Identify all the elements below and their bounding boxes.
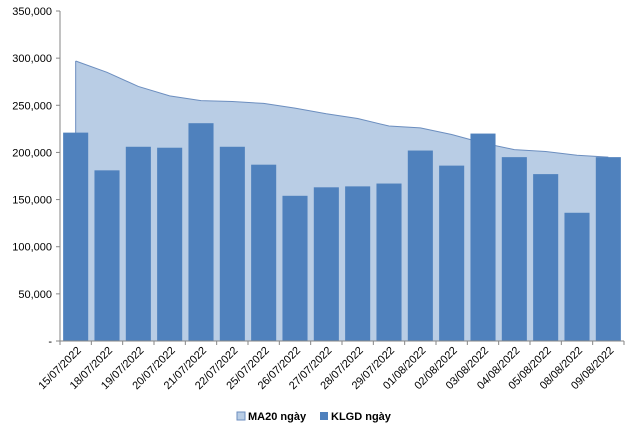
y-tick-labels: - 50,000 100,000 150,000 200,000 250,000 300,0…: [12, 6, 52, 348]
klgd-bar: [282, 195, 308, 341]
klgd-bar: [157, 147, 183, 341]
klgd-bar: [564, 212, 590, 341]
legend-swatch-klgd: [320, 412, 328, 420]
klgd-bar: [533, 174, 559, 341]
legend: MA20 ngày KLGD ngày: [236, 411, 392, 423]
y-tick-label: 50,000: [18, 289, 52, 301]
y-tick-label: 300,000: [12, 53, 52, 65]
klgd-bar-layer: [63, 123, 621, 341]
klgd-bar: [376, 183, 402, 341]
klgd-bar: [251, 164, 277, 341]
klgd-bar: [125, 146, 151, 341]
legend-label-klgd: KLGD ngày: [331, 411, 392, 423]
klgd-bar: [188, 123, 214, 341]
axes: [56, 10, 625, 345]
klgd-bar: [595, 157, 621, 341]
y-tick-label: 200,000: [12, 147, 52, 159]
y-tick-label: 250,000: [12, 100, 52, 112]
klgd-bar: [439, 165, 465, 341]
klgd-bar: [501, 157, 527, 341]
x-tick-labels: 15/07/202218/07/202219/07/202220/07/2022…: [36, 345, 616, 392]
klgd-bar: [94, 170, 120, 341]
ma20-area-layer: [75, 60, 609, 341]
klgd-bar: [219, 146, 245, 341]
ma20-area: [75, 60, 609, 341]
y-tick-label: 150,000: [12, 195, 52, 207]
klgd-bar: [470, 133, 496, 341]
klgd-bar: [313, 187, 339, 341]
legend-swatch-ma20: [236, 411, 246, 421]
ma20-area-edge: [75, 60, 609, 158]
klgd-bar: [407, 150, 433, 341]
y-tick-label: -: [48, 336, 52, 348]
y-tick-label: 350,000: [12, 6, 52, 18]
klgd-bar: [63, 132, 89, 341]
klgd-bar: [345, 186, 371, 341]
legend-label-ma20: MA20 ngày: [248, 411, 307, 423]
y-tick-label: 100,000: [12, 242, 52, 254]
